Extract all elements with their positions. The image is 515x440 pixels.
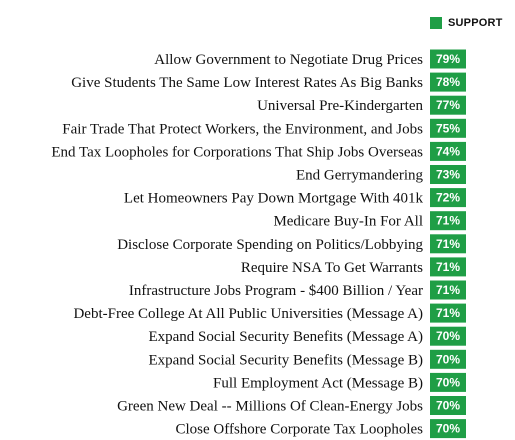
- support-value-label: 70%: [436, 352, 460, 366]
- row-label: Expand Social Security Benefits (Message…: [148, 352, 423, 368]
- support-value-label: 70%: [436, 375, 460, 389]
- support-value-box: [430, 49, 466, 69]
- support-value-box: [430, 257, 466, 277]
- legend: SUPPORT: [430, 14, 503, 32]
- support-value-label: 74%: [436, 144, 460, 158]
- support-value-box: [430, 211, 466, 231]
- legend-label-support: SUPPORT: [448, 17, 503, 29]
- row-label: Give Students The Same Low Interest Rate…: [71, 75, 423, 91]
- support-value-box: [430, 95, 466, 115]
- support-value-box: [430, 141, 466, 161]
- row-label: End Tax Loopholes for Corporations That …: [51, 144, 423, 160]
- support-value-label: 73%: [436, 168, 460, 182]
- row-label: Expand Social Security Benefits (Message…: [148, 329, 423, 345]
- row-label: Full Employment Act (Message B): [213, 375, 423, 391]
- support-value-label: 71%: [436, 260, 460, 274]
- row-label: Infrastructure Jobs Program - $400 Billi…: [129, 283, 423, 299]
- row-label: Fair Trade That Protect Workers, the Env…: [62, 121, 423, 137]
- row-label: Require NSA To Get Warrants: [241, 260, 423, 276]
- row-label: Allow Government to Negotiate Drug Price…: [154, 52, 423, 68]
- support-value-box: [430, 419, 466, 439]
- support-value-label: 71%: [436, 214, 460, 228]
- support-value-box: [430, 326, 466, 346]
- support-value-label: 71%: [436, 306, 460, 320]
- support-value-box: [430, 349, 466, 369]
- support-value-box: [430, 72, 466, 92]
- support-value-box: [430, 396, 466, 415]
- row-label: Green New Deal -- Millions Of Clean-Ener…: [117, 399, 423, 415]
- support-value-box: [430, 303, 466, 323]
- row-label: Medicare Buy-In For All: [273, 214, 423, 230]
- support-value-label: 72%: [436, 191, 460, 205]
- row-label: End Gerrymandering: [296, 168, 424, 184]
- support-value-box: [430, 234, 466, 254]
- support-value-label: 78%: [436, 75, 460, 89]
- support-value-box: [430, 118, 466, 138]
- row-label: Universal Pre-Kindergarten: [257, 98, 423, 114]
- row-label: Close Offshore Corporate Tax Loopholes: [175, 422, 423, 438]
- support-value-label: 75%: [436, 121, 460, 135]
- support-value-label: 71%: [436, 283, 460, 297]
- row-label: Let Homeowners Pay Down Mortgage With 40…: [124, 191, 424, 207]
- support-value-label: 70%: [436, 422, 460, 436]
- support-value-box: [430, 280, 466, 300]
- support-value-label: 70%: [436, 399, 460, 413]
- row-label: Debt-Free College At All Public Universi…: [73, 306, 423, 322]
- support-value-box: [430, 188, 466, 208]
- support-value-label: 71%: [436, 237, 460, 251]
- support-value-box: [430, 165, 466, 184]
- support-value-label: 77%: [436, 98, 460, 112]
- support-value-label: 79%: [436, 52, 460, 66]
- support-value-box: [430, 372, 466, 392]
- support-value-label: 70%: [436, 329, 460, 343]
- row-label: Disclose Corporate Spending on Politics/…: [117, 237, 423, 253]
- legend-swatch-support: [430, 17, 442, 29]
